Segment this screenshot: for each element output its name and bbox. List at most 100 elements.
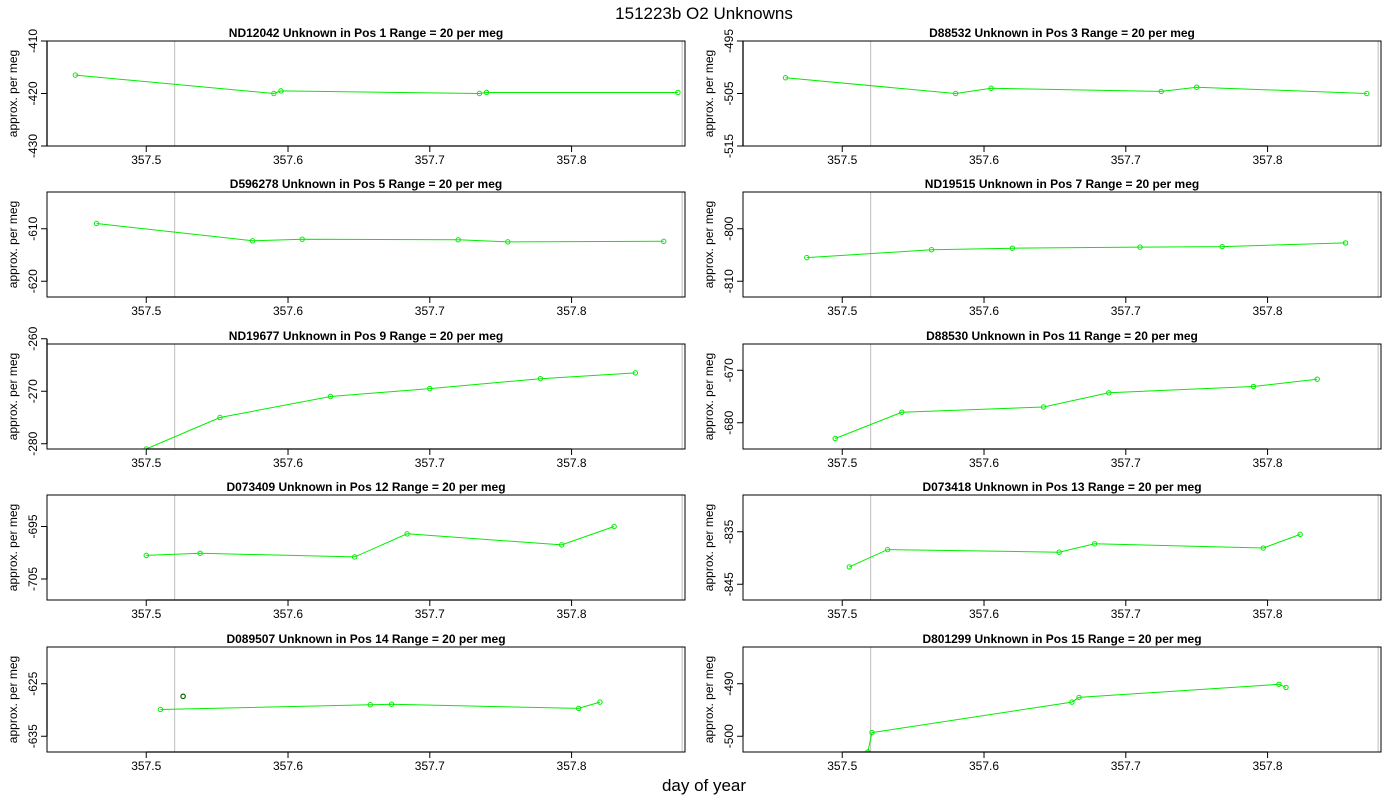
data-point <box>1193 84 1200 90</box>
y-tick-label: -410 <box>26 29 40 53</box>
x-tick-label: 357.6 <box>969 304 999 318</box>
data-point <box>869 729 875 736</box>
data-point <box>143 552 149 559</box>
plot-frame <box>742 646 1382 753</box>
y-tick-label: -610 <box>26 216 40 240</box>
x-tick-label: 357.8 <box>1253 456 1283 470</box>
data-point <box>558 542 565 548</box>
y-axis-label: approx. per meg <box>702 353 716 440</box>
panel-1: ND12042 Unknown in Pos 1 Range = 20 per … <box>6 26 686 167</box>
plot-frame <box>46 494 686 601</box>
x-tick-label: 357.8 <box>557 153 587 167</box>
y-tick-label: -495 <box>722 29 736 53</box>
data-point <box>476 90 483 97</box>
y-tick-label: -515 <box>722 134 736 158</box>
panel-5: ND19677 Unknown in Pos 9 Range = 20 per … <box>6 326 686 470</box>
data-point <box>93 220 100 227</box>
x-tick-label: 357.8 <box>1253 607 1283 621</box>
series-line <box>96 223 664 243</box>
x-tick-label: 357.5 <box>827 759 857 773</box>
data-point <box>1250 383 1257 390</box>
y-tick-label: -625 <box>26 671 40 695</box>
data-point <box>804 254 810 261</box>
y-axis-label: approx. per meg <box>702 504 716 591</box>
plot-frame <box>742 40 1382 147</box>
panels: ND12042 Unknown in Pos 1 Range = 20 per … <box>6 26 1382 773</box>
data-point <box>1137 244 1143 250</box>
series-line <box>835 378 1318 439</box>
panel-9: D089507 Unknown in Pos 14 Range = 20 per… <box>6 632 686 773</box>
y-tick-label: -620 <box>26 269 40 293</box>
series-group <box>804 240 1349 261</box>
x-tick-label: 357.7 <box>415 607 445 621</box>
panel-header: D089507 Unknown in Pos 14 Range = 20 per… <box>226 632 505 646</box>
x-tick-label: 357.6 <box>969 153 999 167</box>
data-point <box>367 702 373 708</box>
data-point <box>1219 243 1225 250</box>
x-tick-label: 357.5 <box>827 304 857 318</box>
data-point <box>782 75 789 81</box>
data-point <box>1069 699 1075 705</box>
x-tick-label: 357.6 <box>273 456 303 470</box>
series-line <box>849 533 1301 568</box>
data-point <box>537 375 544 382</box>
x-tick-label: 357.7 <box>415 304 445 318</box>
y-tick-label: -800 <box>722 216 736 240</box>
y-tick-label: -430 <box>26 134 40 158</box>
series-group <box>157 693 603 713</box>
y-axis-label: approx. per meg <box>6 50 20 137</box>
data-point <box>217 414 223 421</box>
panel-header: D073409 Unknown in Pos 12 Range = 20 per… <box>226 480 505 494</box>
figure-title: 151223b O2 Unknowns <box>615 4 793 23</box>
data-point <box>249 238 256 244</box>
x-tick-label: 357.8 <box>557 607 587 621</box>
data-point <box>427 385 433 392</box>
data-point <box>271 90 277 97</box>
x-tick-label: 357.5 <box>131 456 161 470</box>
data-point <box>1076 694 1082 701</box>
series-line <box>146 526 615 558</box>
data-point <box>1091 541 1098 547</box>
y-tick-label: -500 <box>722 724 736 748</box>
series-group <box>93 220 667 245</box>
x-tick-label: 357.7 <box>1111 456 1141 470</box>
y-tick-label: -260 <box>26 326 40 350</box>
data-point <box>157 706 164 713</box>
x-tick-label: 357.6 <box>273 759 303 773</box>
panel-header: ND19515 Unknown in Pos 7 Range = 20 per … <box>925 177 1199 191</box>
plot-frame <box>46 191 686 298</box>
data-point <box>884 546 891 553</box>
data-point <box>197 550 203 556</box>
data-point <box>575 705 582 712</box>
panel-10: D801299 Unknown in Pos 15 Range = 20 per… <box>702 632 1382 773</box>
panel-header: D596278 Unknown in Pos 5 Range = 20 per … <box>230 177 502 191</box>
y-tick-label: -670 <box>722 358 736 382</box>
data-point <box>661 238 667 245</box>
y-tick-label: -280 <box>26 431 40 455</box>
panel-header: D801299 Unknown in Pos 15 Range = 20 per… <box>922 632 1201 646</box>
panel-4: ND19515 Unknown in Pos 7 Range = 20 per … <box>702 177 1382 318</box>
data-point <box>1106 390 1112 396</box>
x-tick-label: 357.6 <box>273 304 303 318</box>
x-tick-label: 357.5 <box>131 304 161 318</box>
y-axis-label: approx. per meg <box>6 353 20 440</box>
data-point <box>611 523 617 530</box>
y-tick-label: -680 <box>722 410 736 434</box>
y-axis-label: approx. per meg <box>6 201 20 288</box>
plot-frame <box>742 343 1382 450</box>
series-line <box>75 74 678 95</box>
x-tick-label: 357.8 <box>557 759 587 773</box>
data-point <box>351 554 358 560</box>
y-axis-label: approx. per meg <box>702 656 716 743</box>
y-axis-label: approx. per meg <box>702 201 716 288</box>
x-tick-label: 357.8 <box>557 456 587 470</box>
data-point <box>1276 681 1282 687</box>
y-tick-label: -705 <box>26 567 40 591</box>
x-tick-label: 357.8 <box>557 304 587 318</box>
data-point <box>1342 240 1349 246</box>
x-tick-label: 357.7 <box>1111 759 1141 773</box>
x-tick-label: 357.7 <box>1111 607 1141 621</box>
data-point <box>597 699 603 705</box>
data-point <box>832 435 838 442</box>
